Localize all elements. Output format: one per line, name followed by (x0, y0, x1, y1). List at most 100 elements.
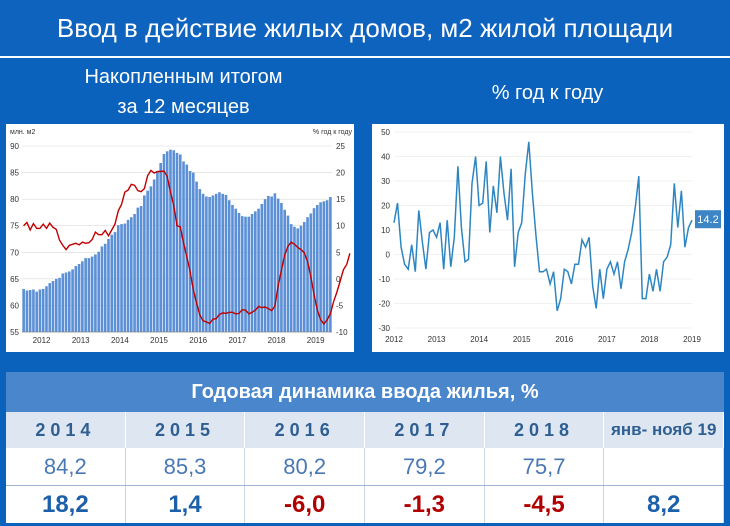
bar (94, 254, 97, 332)
right-chart: -30 -20 -10 0 10 20 30 40 50 2012 2013 2014 2015 2016… (378, 128, 721, 344)
bar (263, 199, 267, 332)
volume-cell: 75,7 (485, 448, 605, 485)
bar (159, 163, 162, 332)
bar (41, 288, 45, 332)
left-chart-panel: млн. м2 % год к году 55 -10 60 -5 65 0 70 5 75 10 80… (6, 124, 354, 352)
bar (143, 195, 146, 332)
bar (221, 193, 224, 332)
bar (162, 153, 166, 332)
bar (68, 271, 71, 332)
y2-axis-label: % год к году (313, 129, 353, 136)
x-tick-label: 2016 (555, 335, 573, 344)
volume-cell: 85,3 (126, 448, 246, 485)
bar (185, 164, 189, 332)
x-tick-label: 2016 (189, 336, 207, 345)
bar (182, 161, 185, 332)
bar (38, 289, 42, 332)
bar (306, 217, 309, 332)
bar (224, 194, 228, 332)
year-cell: 2016 (245, 412, 366, 448)
x-tick-label: 2012 (33, 336, 51, 345)
bar (178, 154, 182, 332)
bar (325, 200, 329, 332)
growth-cell: -1,3 (365, 486, 485, 523)
x-tick-label: 2013 (428, 335, 446, 344)
bar (293, 226, 296, 332)
y-tick-label: 40 (381, 153, 390, 162)
left-chart-caption: Накопленным итогом за 12 месяцев (6, 62, 361, 122)
y-tick-label: -10 (378, 275, 390, 284)
series-line-yoy (393, 141, 693, 312)
y2-tick-label: -5 (336, 301, 344, 310)
table-title: Годовая динамика ввода жилья, % (6, 372, 724, 412)
last-value-badge (695, 210, 721, 229)
bar (192, 172, 195, 332)
bar (309, 213, 313, 332)
bar (103, 243, 107, 332)
y-tick-label: 85 (10, 169, 19, 178)
bar (126, 219, 130, 332)
y-tick-label: 55 (10, 328, 19, 337)
x-tick-label: 2013 (72, 336, 90, 345)
growth-cell: -6,0 (245, 486, 366, 523)
bar (276, 198, 280, 332)
y-tick-label: 30 (381, 177, 390, 186)
bar (25, 290, 29, 332)
bar (149, 186, 153, 332)
bar (35, 291, 38, 332)
bar (48, 283, 52, 332)
bar (120, 224, 123, 332)
bar (296, 228, 300, 332)
year-cell: 2014 (6, 412, 126, 448)
bar (64, 272, 68, 332)
bar (198, 189, 202, 332)
page-title: Ввод в действие жилых домов, м2 жилой пл… (0, 0, 730, 58)
bar (260, 203, 264, 332)
bar (123, 223, 127, 332)
bar (22, 288, 25, 332)
growth-cell: 1,4 (126, 486, 246, 523)
dynamics-table: Годовая динамика ввода жилья, % 2014 201… (6, 372, 725, 523)
left-caption-line-2: за 12 месяцев (117, 96, 250, 118)
y-tick-label: -20 (378, 300, 390, 309)
y-axis-label: млн. м2 (10, 129, 35, 136)
x-tick-label: 2018 (641, 335, 659, 344)
bar (169, 149, 172, 332)
bar (61, 273, 65, 332)
x-tick-label: 2012 (385, 335, 403, 344)
year-cell: 2018 (485, 412, 605, 448)
bar (270, 196, 273, 332)
year-cell: янв- нояб 19 (604, 412, 725, 448)
growth-cell: 8,2 (604, 486, 725, 523)
bar (286, 215, 290, 332)
table-row-growth: 18,2 1,4 -6,0 -1,3 -4,5 8,2 (6, 486, 725, 523)
bar (87, 258, 91, 332)
x-tick-label: 2015 (513, 335, 531, 344)
year-cell: 2015 (126, 412, 246, 448)
bar (71, 269, 74, 332)
x-tick-label: 2017 (228, 336, 246, 345)
bar (51, 280, 55, 332)
bar (299, 225, 303, 332)
bar (139, 206, 143, 332)
year-cell: 2017 (365, 412, 485, 448)
bar (214, 193, 218, 332)
bar (231, 204, 234, 332)
bar (97, 251, 100, 332)
bar (302, 221, 306, 332)
y2-tick-label: 10 (336, 222, 345, 231)
bar (175, 152, 179, 332)
y2-tick-label: 25 (336, 142, 345, 151)
y2-tick-label: 15 (336, 195, 345, 204)
volume-cell (604, 448, 725, 485)
growth-cell: 18,2 (6, 486, 126, 523)
bar (254, 211, 257, 332)
x-tick-label: 2018 (268, 336, 286, 345)
bar (32, 289, 35, 332)
bar (156, 170, 159, 332)
bar (45, 286, 48, 332)
bar (201, 193, 205, 332)
left-chart: млн. м2 % год к году 55 -10 60 -5 65 0 70 5 75 10 80… (10, 129, 353, 345)
last-value-label: 14.2 (697, 214, 718, 226)
x-tick-label: 2019 (307, 336, 325, 345)
